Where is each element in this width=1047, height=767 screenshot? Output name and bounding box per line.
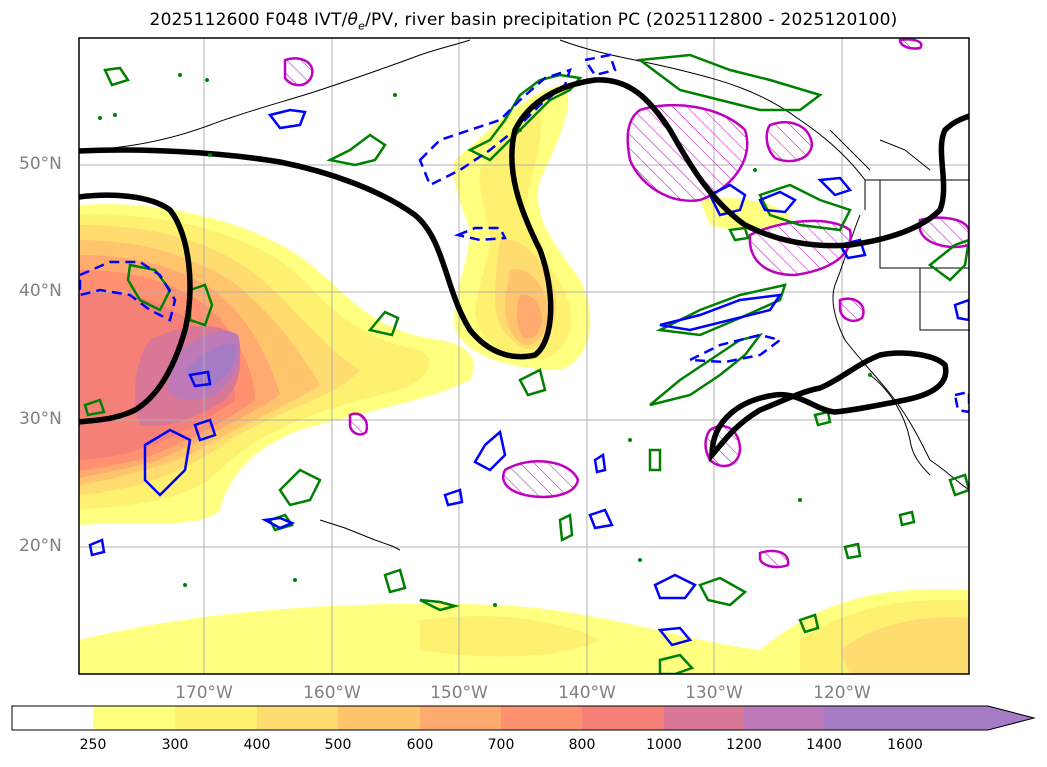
colorbar-bin [744,706,824,730]
colorbar-bin [93,706,175,730]
lat-label-30n: 30°N [19,409,62,429]
colorbar-tick: 400 [243,737,271,753]
colorbar-tick: 800 [568,737,596,753]
colorbar-tick: 1600 [887,737,923,753]
colorbar-tick: 300 [161,737,189,753]
colorbar-bin [175,706,257,730]
colorbar-tick: 700 [487,737,515,753]
colorbar-extend-arrow [905,706,1034,730]
pv-contours [79,77,969,463]
lon-label-160w: 160°W [303,683,361,703]
colorbar-tick: 1200 [726,737,762,753]
graticule [79,38,969,674]
colorbar-tick: 1000 [646,737,682,753]
lat-label-20n: 20°N [19,536,62,556]
ivt-shading-west [79,204,474,525]
lon-label-140w: 140°W [558,683,616,703]
colorbar-tick: 600 [406,737,434,753]
lat-label-40n: 40°N [19,281,62,301]
map-title: 2025112600 F048 IVT/θe/PV, river basin p… [149,10,898,33]
colorbar-tick: 500 [324,737,352,753]
colorbar-bin [338,706,420,730]
lon-label-170w: 170°W [175,683,233,703]
theta-e-contours [83,53,969,674]
ivt-shading-south [79,198,969,674]
colorbar-tick: 1400 [806,737,842,753]
lon-label-120w: 120°W [813,683,871,703]
precip-pc-areas [283,38,969,569]
lon-label-150w: 150°W [430,683,488,703]
colorbar-bin [582,706,664,730]
colorbar-bin [12,706,93,730]
lat-label-50n: 50°N [19,154,62,174]
colorbar-bin [257,706,338,730]
ivt-shading-central [453,85,591,370]
small-features [98,73,872,607]
blue-contours-dashed [79,53,969,414]
blue-contours-solid [88,108,969,647]
colorbar-bin [664,706,744,730]
map-frame [78,37,970,675]
coastlines [84,39,969,551]
colorbar-bin [501,706,582,730]
colorbar-bin [420,706,501,730]
colorbar [11,705,1036,731]
colorbar-tick: 250 [79,737,107,753]
lon-label-130w: 130°W [685,683,743,703]
colorbar-bin [824,706,905,730]
